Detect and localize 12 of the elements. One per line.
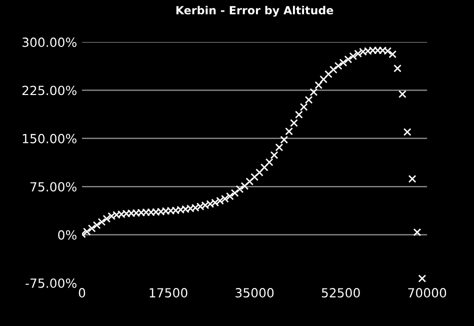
chart-title: Kerbin - Error by Altitude: [176, 6, 334, 17]
x-tick-label: 70000: [408, 288, 446, 298]
x-tick-label: 35000: [236, 288, 274, 298]
y-tick-label: 75.00%: [30, 182, 76, 192]
y-tick-label: 225.00%: [22, 86, 76, 96]
y-tick-label: 0%: [58, 230, 76, 240]
x-tick-label: 17500: [150, 288, 188, 298]
x-tick-label: 52500: [322, 288, 360, 298]
y-tick-label: 300.00%: [22, 38, 76, 47]
y-tick-label: -75.00%: [26, 278, 76, 288]
x-tick-label: 0: [78, 288, 86, 298]
y-tick-label: 150.00%: [22, 134, 76, 144]
